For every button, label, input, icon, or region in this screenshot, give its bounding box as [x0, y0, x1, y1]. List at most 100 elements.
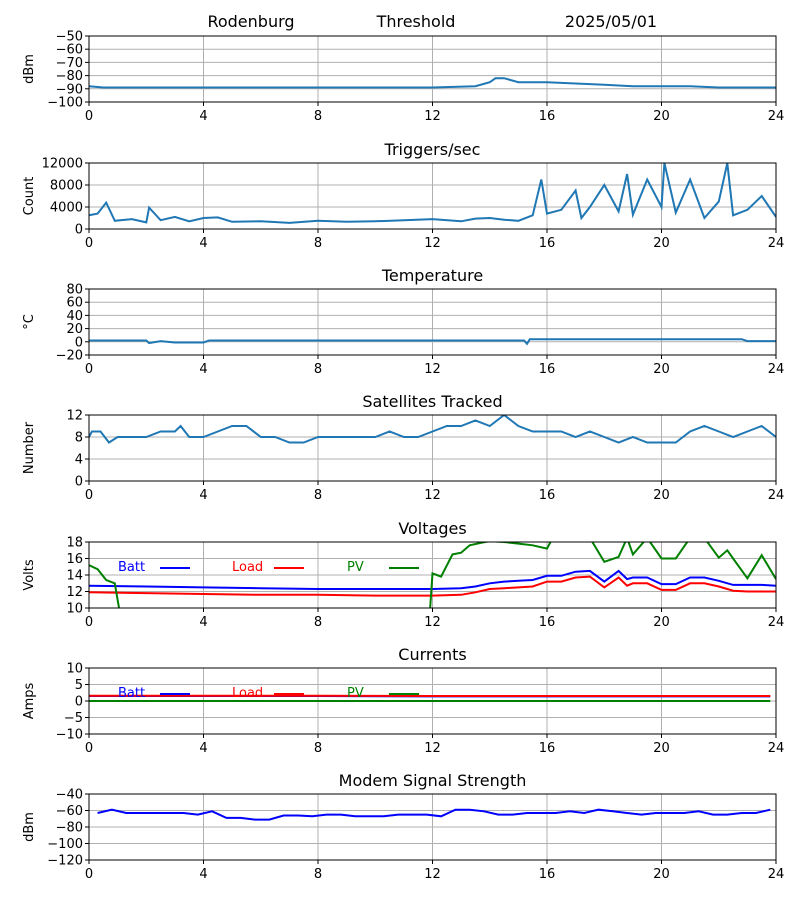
y-tick-label: 12000 — [42, 157, 83, 172]
y-axis-label: dBm — [22, 54, 37, 84]
chart-title: Currents — [398, 645, 466, 664]
y-tick-label: 8000 — [50, 179, 83, 194]
x-tick-label: 0 — [85, 867, 93, 882]
plot-frame — [88, 667, 777, 735]
series-line — [89, 338, 776, 346]
y-tick-label: 18 — [66, 536, 83, 551]
x-tick-label: 8 — [314, 109, 322, 124]
x-tick-label: 24 — [768, 741, 785, 756]
header-station: Rodenburg — [207, 12, 294, 31]
plot-frame — [88, 162, 777, 230]
y-axis-label: °C — [22, 314, 37, 330]
legend-label: PV — [347, 560, 364, 575]
x-tick-label: 8 — [314, 741, 322, 756]
legend-label: Batt — [118, 560, 145, 575]
x-tick-label: 4 — [199, 236, 207, 251]
x-tick-label: 16 — [539, 109, 556, 124]
x-tick-label: 4 — [199, 488, 207, 503]
x-tick-label: 16 — [539, 488, 556, 503]
x-tick-label: 16 — [539, 362, 556, 377]
y-tick-label: −70 — [56, 56, 83, 71]
y-tick-label: −90 — [56, 82, 83, 97]
y-tick-label: 20 — [66, 322, 83, 337]
plot-frame — [88, 414, 777, 482]
y-axis-label: dBm — [22, 812, 37, 842]
x-tick-label: 24 — [768, 109, 785, 124]
series-line — [97, 808, 771, 821]
x-tick-label: 0 — [85, 488, 93, 503]
x-tick-label: 20 — [653, 867, 670, 882]
x-tick-label: 0 — [85, 109, 93, 124]
x-tick-label: 0 — [85, 236, 93, 251]
chart-title: Satellites Tracked — [362, 392, 502, 411]
x-tick-label: 8 — [314, 488, 322, 503]
x-tick-label: 20 — [653, 109, 670, 124]
y-tick-label: 8 — [75, 431, 83, 446]
y-tick-label: −100 — [47, 837, 83, 852]
y-tick-label: 16 — [66, 552, 83, 567]
chart-title: Temperature — [381, 266, 483, 285]
y-axis-label: Volts — [22, 559, 37, 591]
x-tick-label: 20 — [653, 362, 670, 377]
y-tick-label: 40 — [66, 309, 83, 324]
y-tick-label: −20 — [56, 349, 83, 364]
x-tick-label: 24 — [768, 867, 785, 882]
y-tick-label: −5 — [64, 711, 83, 726]
series-line-batt — [89, 569, 776, 590]
x-tick-label: 20 — [653, 615, 670, 630]
x-tick-label: 12 — [424, 362, 441, 377]
header-date: 2025/05/01 — [565, 12, 657, 31]
y-tick-label: 4 — [75, 453, 83, 468]
x-tick-label: 16 — [539, 867, 556, 882]
x-tick-label: 4 — [199, 741, 207, 756]
plot-frame — [88, 288, 777, 356]
y-tick-label: −50 — [56, 30, 83, 45]
y-tick-label: 10 — [66, 602, 83, 617]
y-tick-label: 12 — [66, 409, 83, 424]
x-tick-label: 12 — [424, 615, 441, 630]
y-tick-label: 10 — [66, 662, 83, 677]
chart-panel-5: 0 4 8 12 16 20 24 −10 −50 510 Currents Amps Batt Load… — [22, 645, 784, 756]
y-tick-label: −120 — [47, 854, 83, 869]
plot-frame — [88, 35, 777, 103]
y-tick-label: 0 — [75, 335, 83, 350]
x-tick-label: 4 — [199, 362, 207, 377]
x-tick-label: 0 — [85, 615, 93, 630]
chart-title: Voltages — [398, 519, 466, 538]
y-tick-label: 0 — [75, 695, 83, 710]
y-tick-label: 12 — [66, 585, 83, 600]
legend-label: Batt — [118, 686, 145, 701]
x-tick-label: 16 — [539, 236, 556, 251]
x-tick-label: 16 — [539, 741, 556, 756]
x-tick-label: 4 — [199, 109, 207, 124]
y-tick-label: 5 — [75, 678, 83, 693]
chart-panel-0: 0 4 8 12 16 20 24 −100−90−80−70−60−50 dBm — [22, 30, 784, 125]
legend-label: Load — [232, 686, 263, 701]
y-tick-label: −80 — [56, 821, 83, 836]
y-axis-label: Number — [22, 421, 37, 474]
x-tick-label: 4 — [199, 615, 207, 630]
x-tick-label: 20 — [653, 741, 670, 756]
x-tick-label: 24 — [768, 615, 785, 630]
x-tick-label: 12 — [424, 236, 441, 251]
y-tick-label: −60 — [56, 43, 83, 58]
chart-panel-1: 0 4 8 12 16 20 24 0 4000 8000 12000 Triggers/sec Cou… — [22, 140, 784, 251]
series-line — [89, 415, 776, 444]
series-line-pv — [89, 542, 776, 608]
x-tick-label: 12 — [424, 741, 441, 756]
y-tick-label: −80 — [56, 69, 83, 84]
chart-title: Triggers/sec — [384, 140, 481, 159]
y-axis-label: Amps — [22, 682, 37, 719]
legend-label: PV — [347, 686, 364, 701]
x-tick-label: 24 — [768, 236, 785, 251]
y-tick-label: −100 — [47, 96, 83, 111]
chart-panel-3: 0 4 8 12 16 20 24 0 4 8 12 Satellites Tracked Number — [22, 392, 784, 503]
legend-label: Load — [232, 560, 263, 575]
x-tick-label: 0 — [85, 741, 93, 756]
x-tick-label: 24 — [768, 362, 785, 377]
x-tick-label: 8 — [314, 867, 322, 882]
x-tick-label: 8 — [314, 236, 322, 251]
